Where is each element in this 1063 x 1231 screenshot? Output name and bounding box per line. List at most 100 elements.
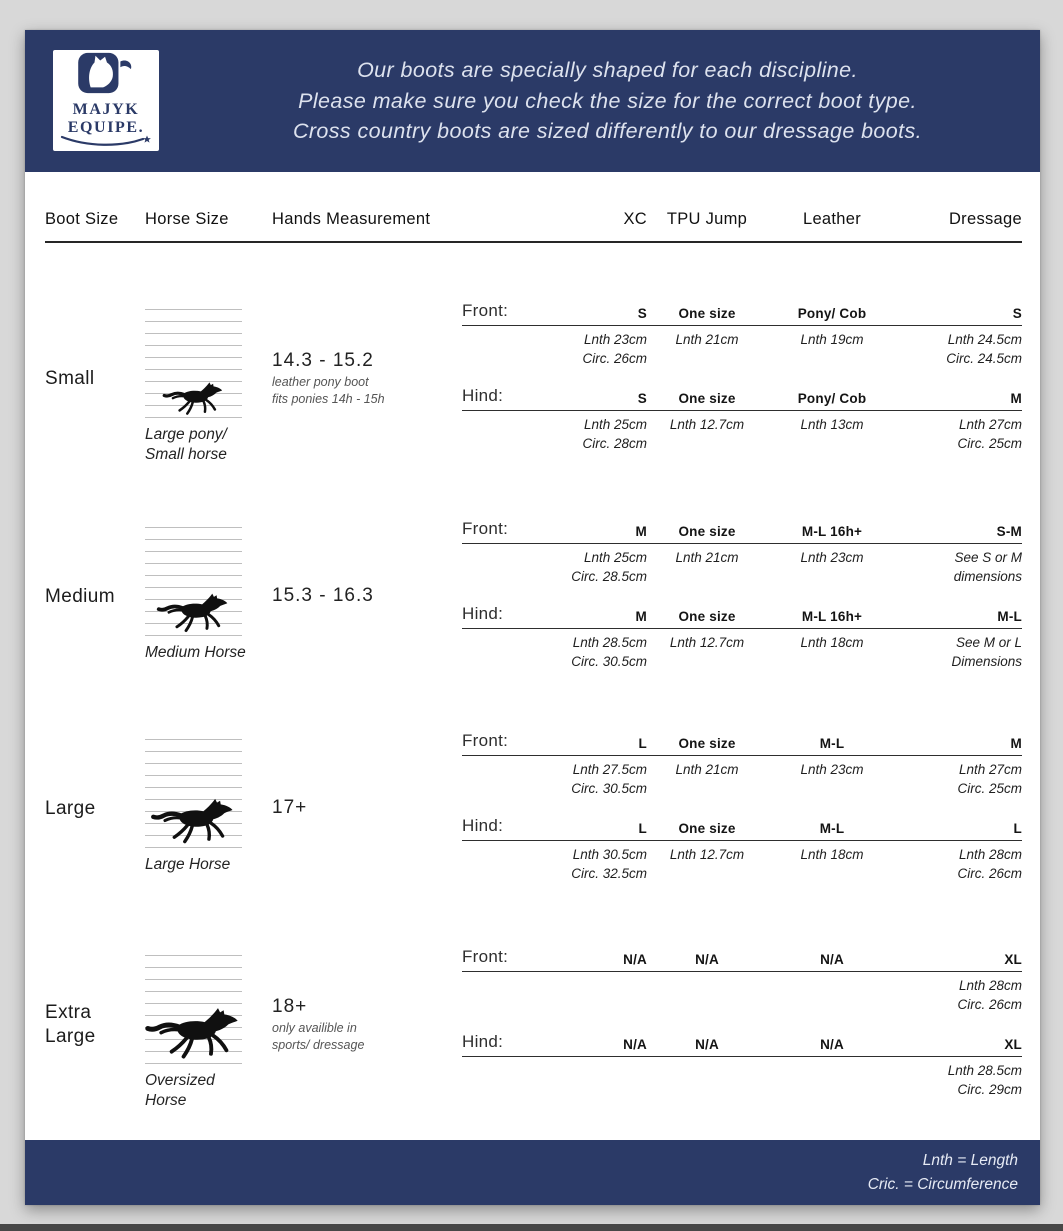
hind-measurements-group: Hind: S One size Pony/ Cob M Lnth 25cm C… [462, 386, 1022, 457]
xc-size: M [635, 609, 647, 624]
height-lines-graphic [145, 527, 242, 637]
hind-dims-row: Lnth 28.5cm Circ. 29cm [462, 1057, 1022, 1103]
xc-size: S [637, 391, 647, 406]
boot-size-label: Medium [45, 586, 115, 608]
xc-size: N/A [623, 1037, 647, 1052]
hands-value: 14.3 - 15.2 [272, 350, 374, 372]
xc-dims: Lnth 25cm Circ. 28.5cm [571, 550, 647, 584]
leather-size: Pony/ Cob [797, 306, 867, 321]
hind-size-row: Hind: M One size M-L 16h+ M-L [462, 604, 1022, 629]
measurements-block: Front: S One size Pony/ Cob S Lnth 23cm … [462, 287, 1022, 471]
boot-size-cell: Medium [45, 505, 145, 689]
leather-dims: Lnth 23cm [800, 550, 864, 565]
dressage-size: S-M [996, 524, 1022, 539]
tpu-size: One size [678, 306, 736, 321]
dressage-dims: Lnth 28cm Circ. 26cm [957, 978, 1022, 1012]
front-size-row: Front: M One size M-L 16h+ S-M [462, 519, 1022, 544]
horse-rider-emblem-icon [76, 50, 136, 101]
front-measurements-group: Front: N/A N/A N/A XL Lnth 28cm Circ. 26… [462, 947, 1022, 1018]
horse-size-caption: Large Horse [145, 856, 231, 873]
leather-size: N/A [820, 952, 844, 967]
legend-length: Lnth = Length [922, 1152, 1018, 1170]
dressage-dims: Lnth 27cm Circ. 25cm [957, 762, 1022, 796]
tpu-dims: Lnth 12.7cm [669, 417, 745, 432]
height-lines-graphic [145, 739, 242, 849]
dressage-dims: Lnth 28cm Circ. 26cm [957, 847, 1022, 881]
table-row-extra-large: Extra Large Oversized Horse 18+ only ava… [45, 933, 1022, 1113]
hands-measurement-cell: 15.3 - 16.3 [272, 505, 462, 689]
horse-size-caption: Oversized Horse [145, 1072, 215, 1110]
hind-label: Hind: [462, 816, 504, 835]
height-lines-graphic [145, 955, 242, 1065]
hind-measurements-group: Hind: L One size M-L L Lnth 30.5cm Circ.… [462, 816, 1022, 887]
horse-size-cell: Medium Horse [145, 505, 272, 689]
xc-dims: Lnth 23cm Circ. 26cm [582, 332, 647, 366]
tpu-size: One size [678, 609, 736, 624]
front-dims-row: Lnth 23cm Circ. 26cm Lnth 21cm Lnth 19cm… [462, 326, 1022, 372]
column-header-leather: Leather [802, 210, 862, 228]
horse-silhouette-icon [148, 797, 236, 849]
front-label: Front: [462, 301, 509, 320]
tpu-dims: Lnth 12.7cm [669, 847, 745, 862]
page-bottom-edge [0, 1224, 1063, 1231]
tpu-dims [647, 977, 767, 1018]
hind-measurements-group: Hind: M One size M-L 16h+ M-L Lnth 28.5c… [462, 604, 1022, 675]
hind-size-row: Hind: S One size Pony/ Cob M [462, 386, 1022, 411]
size-table: Boot Size Horse Size Hands Measurement X… [25, 172, 1040, 1113]
hind-dims-row: Lnth 30.5cm Circ. 32.5cm Lnth 12.7cm Lnt… [462, 841, 1022, 887]
tpu-size: One size [678, 524, 736, 539]
horse-silhouette-icon [160, 381, 224, 419]
xc-size: N/A [623, 952, 647, 967]
tpu-dims: Lnth 12.7cm [669, 635, 745, 650]
logo-swoosh-icon [60, 134, 152, 153]
measurements-block: Front: L One size M-L M Lnth 27.5cm Circ… [462, 717, 1022, 901]
leather-size: Pony/ Cob [797, 391, 867, 406]
front-dims-row: Lnth 28cm Circ. 26cm [462, 972, 1022, 1018]
leather-dims: Lnth 13cm [800, 417, 864, 432]
hind-size-row: Hind: N/A N/A N/A XL [462, 1032, 1022, 1057]
horse-silhouette-icon [142, 1006, 242, 1065]
hind-label: Hind: [462, 604, 504, 623]
table-row-medium: Medium Medium Horse 15.3 - 16.3 Front: M… [45, 505, 1022, 685]
measurements-block: Front: N/A N/A N/A XL Lnth 28cm Circ. 26… [462, 933, 1022, 1117]
leather-size: M-L [819, 736, 845, 751]
boot-size-cell: Large [45, 717, 145, 901]
dressage-size: M [1010, 736, 1022, 751]
size-chart-card: MAJYK EQUIPE. Our boots are specially sh… [25, 30, 1040, 1205]
hind-dims-row: Lnth 25cm Circ. 28cm Lnth 12.7cm Lnth 13… [462, 411, 1022, 457]
tpu-size: N/A [695, 1037, 719, 1052]
front-size-row: Front: S One size Pony/ Cob S [462, 301, 1022, 326]
leather-dims [767, 1062, 897, 1103]
horse-silhouette-icon [154, 592, 230, 637]
dressage-size: XL [1004, 1037, 1022, 1052]
column-header-tpu-jump: TPU Jump [666, 210, 748, 228]
legend-circumference: Cric. = Circumference [867, 1175, 1018, 1193]
leather-size: M-L 16h+ [801, 524, 863, 539]
front-measurements-group: Front: L One size M-L M Lnth 27.5cm Circ… [462, 731, 1022, 802]
xc-dims [537, 1062, 647, 1103]
header-note-line2: Please make sure you check the size for … [298, 88, 917, 113]
dressage-dims: Lnth 27cm Circ. 25cm [957, 417, 1022, 451]
tpu-size: One size [678, 391, 736, 406]
header-note-line3: Cross country boots are sized differentl… [292, 119, 923, 144]
front-dims-row: Lnth 25cm Circ. 28.5cm Lnth 21cm Lnth 23… [462, 544, 1022, 590]
hands-value: 17+ [272, 797, 308, 818]
header-note-line1: Our boots are specially shaped for each … [357, 58, 858, 83]
front-dims-row: Lnth 27.5cm Circ. 30.5cm Lnth 21cm Lnth … [462, 756, 1022, 802]
brand-name-line1: MAJYK [72, 101, 140, 119]
xc-size: M [635, 524, 647, 539]
hind-measurements-group: Hind: N/A N/A N/A XL Lnth 28.5cm Circ. 2… [462, 1032, 1022, 1103]
leather-size: M-L [819, 821, 845, 836]
majyk-equipe-logo: MAJYK EQUIPE. [53, 50, 159, 151]
boot-size-label: Small [45, 368, 95, 390]
footer-band: Lnth = Length Cric. = Circumference [25, 1140, 1040, 1205]
leather-dims: Lnth 18cm [800, 635, 864, 650]
horse-size-cell: Large pony/ Small horse [145, 287, 272, 471]
hind-label: Hind: [462, 386, 504, 405]
front-label: Front: [462, 519, 509, 538]
dressage-size: M-L [997, 609, 1022, 624]
brand-name-line2: EQUIPE. [67, 119, 145, 136]
column-header-dressage: Dressage [948, 210, 1022, 228]
header-note: Our boots are specially shaped for each … [293, 55, 922, 147]
hands-value: 18+ [272, 996, 308, 1018]
